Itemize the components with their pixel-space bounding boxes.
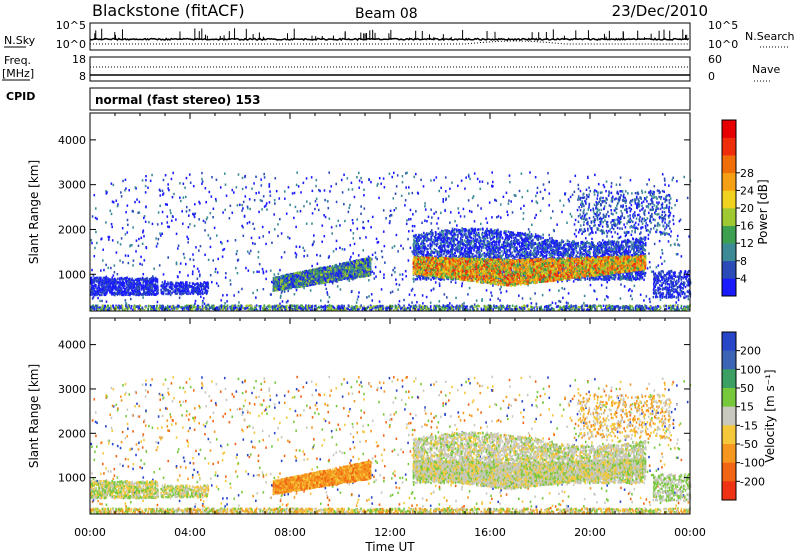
colorbar-swatch <box>722 155 736 173</box>
date-title: 23/Dec/2010 <box>612 2 708 20</box>
colorbar-swatch <box>722 243 736 261</box>
colorbar-tick-label: 4 <box>740 272 747 285</box>
nsearch-label: N.Search <box>745 30 795 43</box>
colorbar-swatch <box>722 463 736 482</box>
colorbar-swatch <box>722 278 736 296</box>
nsky-left-tick-top: 10^5 <box>56 19 86 32</box>
velocity-scatter <box>90 376 691 515</box>
freq-panel-frame <box>90 57 690 81</box>
colorbar-swatch <box>722 208 736 226</box>
ytick-label: 2000 <box>58 223 86 236</box>
colorbar-tick-label: -200 <box>740 475 765 488</box>
colorbar-tick-label: 100 <box>740 363 761 376</box>
x-tick-labels: 00:00 04:00 08:00 12:00 16:00 20:00 00:00 <box>74 526 706 539</box>
ytick-label: 3000 <box>58 179 86 192</box>
power-colorbar-label: Power [dB] <box>756 179 770 244</box>
colorbar-swatch <box>722 425 736 444</box>
velocity-colorbar-label: Velocity [m s⁻¹] <box>763 369 777 462</box>
freq-label-line1: Freq. <box>4 54 31 67</box>
xtick-label: 00:00 <box>74 526 106 539</box>
freq-left-tick-bottom: 8 <box>79 70 86 83</box>
colorbar-tick-label: -15 <box>740 419 758 432</box>
ytick-label: 2000 <box>58 427 86 440</box>
colorbar-tick-label: 8 <box>740 255 747 268</box>
power-ylabel: Slant Range [km] <box>27 160 41 264</box>
colorbar-tick-label: 16 <box>740 220 754 233</box>
colorbar-tick-label: 20 <box>740 202 754 215</box>
nsky-left-tick-bottom: 10^0 <box>56 38 86 51</box>
colorbar-tick-label: 200 <box>740 345 761 358</box>
ytick-label: 4000 <box>58 339 86 352</box>
station-title: Blackstone (fitACF) <box>92 1 245 20</box>
freq-left-tick-top: 18 <box>72 53 86 66</box>
xtick-label: 00:00 <box>674 526 706 539</box>
ytick-label: 3000 <box>58 383 86 396</box>
freq-right-tick-top: 60 <box>708 53 722 66</box>
cpid-text: normal (fast stereo) 153 <box>95 93 261 107</box>
colorbar-swatch <box>722 388 736 407</box>
nsky-right-tick-top: 10^5 <box>708 19 738 32</box>
colorbar-swatch <box>722 226 736 244</box>
ytick-label: 1000 <box>58 268 86 281</box>
xtick-label: 20:00 <box>574 526 606 539</box>
colorbar-tick-label: -100 <box>740 457 765 470</box>
velocity-colorbar: 200 100 50 15 -15 -50 -100 -200 <box>722 332 765 500</box>
velocity-ylabel: Slant Range [km] <box>27 364 41 468</box>
colorbar-swatch <box>722 190 736 208</box>
ytick-label: 4000 <box>58 134 86 147</box>
colorbar-swatch <box>722 332 736 351</box>
colorbar-tick-label: 50 <box>740 382 754 395</box>
colorbar-tick-label: 15 <box>740 401 754 414</box>
power-colorbar: 4 8 12 16 20 24 28 <box>722 120 754 296</box>
freq-right-tick-bottom: 0 <box>708 70 715 83</box>
cpid-label: CPID <box>6 90 35 103</box>
colorbar-swatch <box>722 369 736 388</box>
x-axis-label: Time UT <box>364 540 415 554</box>
nsky-label: N.Sky <box>4 34 36 47</box>
colorbar-swatch <box>722 173 736 191</box>
freq-label-line2: [MHz] <box>2 67 34 80</box>
colorbar-swatch <box>722 138 736 156</box>
ytick-label: 1000 <box>58 472 86 485</box>
xtick-label: 04:00 <box>174 526 206 539</box>
xtick-label: 08:00 <box>274 526 306 539</box>
beam-title: Beam 08 <box>355 6 418 22</box>
colorbar-swatch <box>722 481 736 500</box>
power-scatter <box>90 171 691 311</box>
colorbar-swatch <box>722 261 736 279</box>
xtick-label: 12:00 <box>374 526 406 539</box>
xtick-label: 16:00 <box>474 526 506 539</box>
nsearch-series <box>90 41 689 44</box>
nave-label: Nave <box>752 63 780 76</box>
nsky-right-tick-bottom: 10^0 <box>708 38 738 51</box>
colorbar-swatch <box>722 120 736 138</box>
colorbar-swatch <box>722 351 736 370</box>
colorbar-tick-label: 28 <box>740 167 754 180</box>
colorbar-tick-label: -50 <box>740 438 758 451</box>
colorbar-swatch <box>722 444 736 463</box>
colorbar-swatch <box>722 407 736 426</box>
colorbar-tick-label: 12 <box>740 237 754 250</box>
colorbar-tick-label: 24 <box>740 184 754 197</box>
